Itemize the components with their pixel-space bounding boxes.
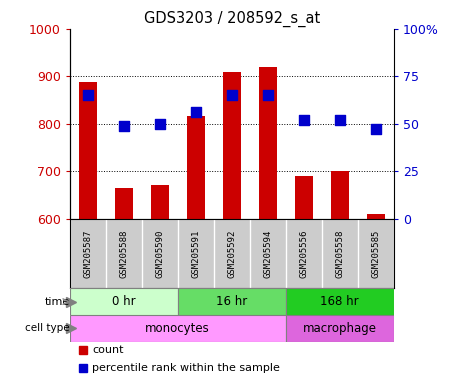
Bar — [223, 71, 241, 219]
Bar — [331, 171, 349, 219]
Point — [264, 92, 271, 98]
Text: monocytes: monocytes — [145, 322, 210, 335]
Text: GSM205588: GSM205588 — [119, 229, 128, 278]
Title: GDS3203 / 208592_s_at: GDS3203 / 208592_s_at — [144, 11, 320, 27]
Bar — [295, 176, 313, 219]
Text: 168 hr: 168 hr — [320, 295, 359, 308]
Text: GSM205590: GSM205590 — [155, 229, 164, 278]
Bar — [151, 185, 169, 219]
Bar — [70, 315, 286, 341]
Bar — [79, 83, 97, 219]
Text: 0 hr: 0 hr — [112, 295, 135, 308]
Text: GSM205556: GSM205556 — [299, 229, 308, 278]
Bar — [367, 214, 385, 219]
Text: GSM205592: GSM205592 — [227, 229, 236, 278]
Bar — [70, 288, 178, 315]
Text: GSM205594: GSM205594 — [263, 229, 272, 278]
Text: GSM205585: GSM205585 — [371, 229, 380, 278]
Point — [300, 117, 307, 123]
Text: cell type: cell type — [26, 323, 70, 333]
Point — [84, 92, 91, 98]
Bar — [286, 315, 394, 341]
Text: GSM205587: GSM205587 — [83, 229, 92, 278]
Text: count: count — [92, 345, 124, 355]
Text: time: time — [45, 296, 70, 307]
Text: GSM205558: GSM205558 — [335, 229, 344, 278]
Bar — [187, 116, 205, 219]
Point — [228, 92, 235, 98]
Point — [120, 122, 127, 129]
Bar — [286, 288, 394, 315]
Bar — [178, 288, 286, 315]
Point — [192, 109, 199, 116]
Text: GSM205591: GSM205591 — [191, 229, 200, 278]
Point — [336, 117, 343, 123]
Text: macrophage: macrophage — [303, 322, 377, 335]
Text: 16 hr: 16 hr — [216, 295, 248, 308]
Bar — [259, 67, 277, 219]
Bar — [115, 188, 133, 219]
Text: percentile rank within the sample: percentile rank within the sample — [92, 362, 280, 372]
Point — [372, 126, 379, 132]
Point — [156, 121, 163, 127]
